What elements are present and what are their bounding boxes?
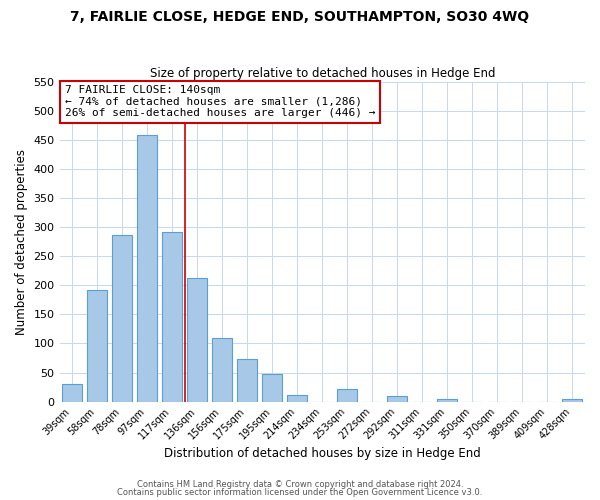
Bar — [62, 384, 82, 402]
Text: 7 FAIRLIE CLOSE: 140sqm
← 74% of detached houses are smaller (1,286)
26% of semi: 7 FAIRLIE CLOSE: 140sqm ← 74% of detache… — [65, 86, 375, 118]
Bar — [287, 394, 307, 402]
Text: 7, FAIRLIE CLOSE, HEDGE END, SOUTHAMPTON, SO30 4WQ: 7, FAIRLIE CLOSE, HEDGE END, SOUTHAMPTON… — [70, 10, 530, 24]
Title: Size of property relative to detached houses in Hedge End: Size of property relative to detached ho… — [149, 66, 495, 80]
X-axis label: Distribution of detached houses by size in Hedge End: Distribution of detached houses by size … — [164, 447, 481, 460]
Bar — [237, 358, 257, 402]
Text: Contains public sector information licensed under the Open Government Licence v3: Contains public sector information licen… — [118, 488, 482, 497]
Bar — [187, 278, 207, 402]
Bar — [112, 235, 132, 402]
Bar — [162, 232, 182, 402]
Bar — [212, 338, 232, 402]
Bar — [262, 374, 282, 402]
Bar — [87, 290, 107, 402]
Bar — [388, 396, 407, 402]
Bar — [337, 389, 358, 402]
Bar — [562, 400, 583, 402]
Bar — [137, 135, 157, 402]
Bar — [437, 398, 457, 402]
Y-axis label: Number of detached properties: Number of detached properties — [15, 149, 28, 335]
Text: Contains HM Land Registry data © Crown copyright and database right 2024.: Contains HM Land Registry data © Crown c… — [137, 480, 463, 489]
